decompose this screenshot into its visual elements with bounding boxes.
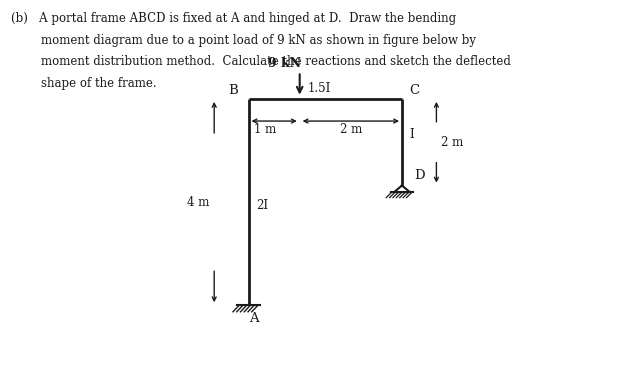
Text: 4 m: 4 m [187,196,209,209]
Text: 2 m: 2 m [340,123,362,136]
Text: 1.5I: 1.5I [307,82,331,95]
Text: 2I: 2I [256,199,268,212]
Text: 2 m: 2 m [442,136,463,149]
Text: moment distribution method.  Calculate the reactions and sketch the deflected: moment distribution method. Calculate th… [11,55,511,68]
Text: B: B [228,84,238,97]
Text: 9 kN: 9 kN [268,56,301,69]
Text: moment diagram due to a point load of 9 kN as shown in figure below by: moment diagram due to a point load of 9 … [11,34,476,47]
Text: (b)   A portal frame ABCD is fixed at A and hinged at D.  Draw the bending: (b) A portal frame ABCD is fixed at A an… [11,13,456,26]
Text: I: I [410,128,414,141]
Text: 1 m: 1 m [253,123,276,136]
Text: shape of the frame.: shape of the frame. [11,76,156,89]
Text: A: A [249,312,259,325]
Text: D: D [415,169,425,182]
Text: C: C [410,84,420,97]
